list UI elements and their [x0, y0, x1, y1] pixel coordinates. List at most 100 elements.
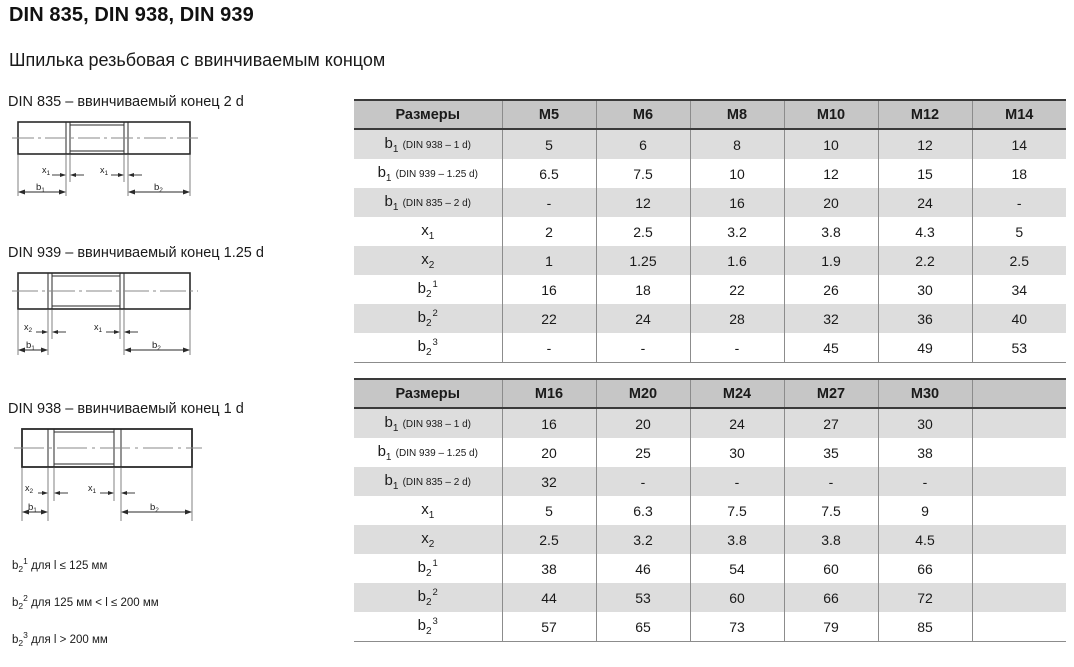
value-cell: 3.8 [689, 525, 784, 554]
value-cell: 3.2 [595, 525, 690, 554]
table-2-body: b1 (DIN 938 – 1 d) 16 20 24 27 30 b1 (DIN 939 … [354, 408, 1066, 642]
footnote: b21 для l ≤ 125 мм [12, 556, 108, 575]
table-1-header: Размеры M5 M6 M8 M10 M12 M14 [354, 99, 1066, 130]
value-cell: - [501, 333, 596, 363]
table-row: b22 22 24 28 32 36 40 [354, 304, 1066, 333]
footnotes: b21 для l ≤ 125 мм b22 для 125 мм < l ≤ 2… [12, 556, 342, 667]
value-cell: 73 [689, 612, 784, 642]
row-label-cell: b22 [354, 583, 502, 612]
value-cell: 14 [971, 129, 1066, 159]
column-header-size: M24 [689, 378, 784, 409]
value-cell: 38 [877, 438, 972, 467]
value-cell: 32 [783, 304, 878, 333]
table-1-body: b1 (DIN 938 – 1 d) 5 6 8 10 12 14 b1 (DIN 939 –… [354, 129, 1066, 363]
value-cell [971, 467, 1066, 496]
row-label-cell: b22 [354, 304, 502, 333]
dim-label-x-right: x1 [100, 165, 109, 177]
dim-label-b1: b1 [28, 502, 37, 514]
value-cell: 16 [501, 275, 596, 304]
row-label-cell: b1 (DIN 939 – 1.25 d) [354, 438, 502, 467]
value-cell: 54 [689, 554, 784, 583]
value-cell: - [783, 467, 878, 496]
value-cell: 3.2 [689, 217, 784, 246]
table-row: b23- - -45 49 53 [354, 333, 1066, 363]
value-cell: 45 [783, 333, 878, 363]
value-cell: 10 [689, 159, 784, 188]
table-row: b1 (DIN 939 – 1.25 d) 6.5 7.5 10 12 15 18 [354, 159, 1066, 188]
row-label-cell: b1 (DIN 939 – 1.25 d) [354, 159, 502, 188]
value-cell: - [689, 467, 784, 496]
value-cell: 2.5 [595, 217, 690, 246]
table-row: b1 (DIN 938 – 1 d) 16 20 24 27 30 [354, 408, 1066, 438]
table-row: x2 2.5 3.2 3.8 3.8 4.5 [354, 525, 1066, 554]
value-cell: 79 [783, 612, 878, 642]
column-header-label: Размеры [354, 378, 502, 409]
table-row: x1 2 2.5 3.2 3.8 4.3 5 [354, 217, 1066, 246]
page-subtitle: Шпилька резьбовая с ввинчиваемым концом [9, 50, 386, 70]
value-cell: 20 [783, 188, 878, 217]
value-cell [971, 554, 1066, 583]
value-cell: 12 [877, 129, 972, 159]
value-cell: 2.2 [877, 246, 972, 275]
value-cell: 4.3 [877, 217, 972, 246]
column-header-size: M20 [595, 378, 690, 409]
column-header-size: M12 [877, 99, 972, 130]
value-cell: - [595, 333, 690, 363]
dim-label-x-left: x1 [42, 165, 51, 177]
value-cell: 24 [595, 304, 690, 333]
dim-label-b1: b1 [36, 182, 45, 194]
value-cell: 1.25 [595, 246, 690, 275]
column-header-size: M16 [501, 378, 596, 409]
dim-label-x-left: x2 [25, 483, 34, 495]
value-cell: 6 [595, 129, 690, 159]
value-cell: 3.8 [783, 525, 878, 554]
dim-label-x-right: x1 [88, 483, 97, 495]
value-cell: 36 [877, 304, 972, 333]
value-cell [971, 408, 1066, 438]
column-header-size: M5 [501, 99, 596, 130]
value-cell: 6.5 [501, 159, 596, 188]
value-cell: 44 [501, 583, 596, 612]
value-cell: 9 [877, 496, 972, 525]
value-cell: 24 [877, 188, 972, 217]
value-cell: 72 [877, 583, 972, 612]
value-cell: 6.3 [595, 496, 690, 525]
figure-din835: DIN 835 – ввинчиваемый конец 2 d [8, 94, 348, 201]
value-cell: 35 [783, 438, 878, 467]
dim-label-b2: b2 [154, 182, 163, 194]
dim-label-x-right: x1 [94, 322, 103, 334]
value-cell: 20 [595, 408, 690, 438]
dimensions-table-small-sizes: Размеры M5 M6 M8 M10 M12 M14 b1 (DIN 938 – 1 d… [354, 99, 1066, 363]
value-cell [971, 496, 1066, 525]
figure-caption-din938: DIN 938 – ввинчиваемый конец 1 d [8, 401, 244, 417]
row-label-cell: b23 [354, 333, 502, 363]
value-cell: 1.6 [689, 246, 784, 275]
value-cell: 22 [501, 304, 596, 333]
column-header-size: M30 [877, 378, 972, 409]
column-header-size: M8 [689, 99, 784, 130]
table-row: b1 (DIN 938 – 1 d) 5 6 8 10 12 14 [354, 129, 1066, 159]
row-label-cell: x1 [354, 496, 502, 525]
row-label-cell: b1 (DIN 835 – 2 d) [354, 467, 502, 496]
value-cell: - [689, 333, 784, 363]
value-cell: 5 [971, 217, 1066, 246]
table-row: b23 57 65 73 79 85 [354, 612, 1066, 642]
value-cell: 2.5 [971, 246, 1066, 275]
value-cell: 53 [595, 583, 690, 612]
table-row: x1 5 6.3 7.5 7.5 9 [354, 496, 1066, 525]
value-cell: - [501, 188, 596, 217]
figure-din939: DIN 939 – ввинчиваемый конец 1.25 d x2 x… [8, 245, 348, 359]
value-cell: 46 [595, 554, 690, 583]
value-cell: 53 [971, 333, 1066, 363]
value-cell: 10 [783, 129, 878, 159]
table-row: x2 1 1.25 1.6 1.9 2.2 2.5 [354, 246, 1066, 275]
value-cell: 28 [689, 304, 784, 333]
value-cell: 1 [501, 246, 596, 275]
footnote: b23 для l > 200 мм [12, 630, 108, 649]
stud-drawing-din938: x2 x1 b1 b2 [14, 428, 202, 521]
dimensions-table-large-sizes: Размеры M16 M20 M24 M27 M30 b1 (DIN 938 – 1 d… [354, 378, 1066, 642]
value-cell: 7.5 [783, 496, 878, 525]
value-cell: 65 [595, 612, 690, 642]
dim-label-x-left: x2 [24, 322, 33, 334]
value-cell: 18 [595, 275, 690, 304]
